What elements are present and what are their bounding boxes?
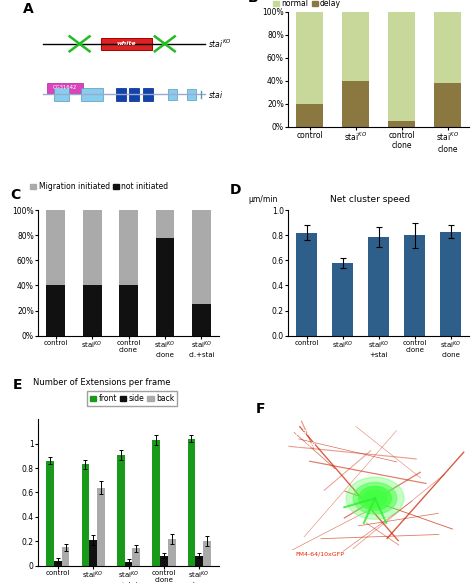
Bar (97, 487, 105, 566)
Bar (152, 440, 160, 566)
Bar (296, 104, 323, 127)
Text: $stai$: $stai$ (208, 89, 224, 100)
Bar (342, 80, 369, 127)
Bar (62, 547, 70, 566)
Ellipse shape (363, 490, 387, 507)
Bar (132, 549, 140, 566)
Text: F: F (255, 402, 265, 416)
Bar (46, 286, 65, 336)
Bar (434, 12, 461, 83)
Ellipse shape (346, 477, 404, 519)
Bar (54, 561, 62, 566)
Bar (46, 210, 65, 286)
Text: Net cluster speed: Net cluster speed (329, 195, 410, 204)
Bar (119, 286, 138, 336)
Bar (155, 238, 174, 336)
Bar (54, 88, 69, 101)
Bar (119, 210, 138, 286)
Bar (160, 556, 168, 566)
Bar (116, 88, 126, 101)
Text: $stai^{KO}$: $stai^{KO}$ (208, 38, 232, 50)
Bar (187, 89, 196, 100)
Bar (195, 556, 203, 566)
Bar (203, 541, 211, 566)
Bar (125, 562, 132, 566)
Bar (296, 233, 317, 336)
Bar (388, 121, 415, 127)
Bar (143, 88, 153, 101)
Bar (46, 461, 54, 566)
Legend: normal, delay: normal, delay (270, 0, 344, 11)
Text: FM4-64/10xGFP: FM4-64/10xGFP (295, 552, 344, 557)
Bar (342, 12, 369, 80)
Text: E: E (12, 378, 22, 392)
Bar (168, 539, 175, 566)
Bar (440, 231, 461, 336)
Bar (168, 89, 177, 100)
Text: B: B (248, 0, 259, 5)
Text: C: C (11, 188, 21, 202)
Bar (82, 88, 103, 101)
Bar (89, 540, 97, 566)
Bar (82, 210, 101, 286)
Text: D: D (230, 182, 242, 196)
Bar (82, 465, 89, 566)
Text: CG31642: CG31642 (53, 85, 77, 90)
Legend: front, side, back: front, side, back (87, 391, 177, 406)
Bar (101, 37, 152, 50)
Bar (47, 83, 83, 93)
Ellipse shape (359, 486, 392, 510)
Bar (188, 439, 195, 566)
Legend: Migration initiated, not initiated: Migration initiated, not initiated (27, 179, 172, 194)
Bar (332, 263, 353, 336)
Text: clone: clone (295, 440, 316, 449)
Bar (82, 286, 101, 336)
Bar (155, 210, 174, 238)
Bar (434, 83, 461, 127)
Text: white: white (117, 41, 137, 46)
Text: μm/min: μm/min (248, 195, 278, 204)
Bar (192, 210, 211, 304)
Text: 27%: 27% (442, 425, 462, 434)
Bar (296, 12, 323, 104)
Bar (117, 455, 125, 566)
Bar (129, 88, 139, 101)
Ellipse shape (353, 483, 397, 514)
Bar (404, 236, 425, 336)
Text: $stai^{KO}$: $stai^{KO}$ (295, 425, 319, 438)
Text: A: A (23, 2, 34, 16)
Bar (388, 12, 415, 121)
Text: Number of Extensions per frame: Number of Extensions per frame (33, 378, 170, 387)
Bar (368, 237, 389, 336)
Bar (192, 304, 211, 336)
